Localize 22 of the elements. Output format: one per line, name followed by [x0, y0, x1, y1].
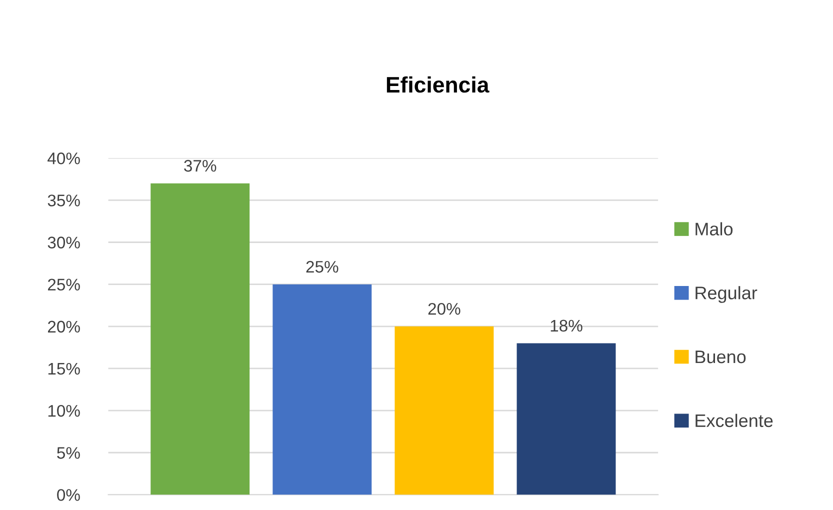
data-label: 37%	[184, 160, 216, 172]
y-tick-label: 10%	[48, 404, 80, 417]
legend-label: Regular	[696, 286, 758, 303]
chart-title: Eficiencia	[386, 76, 490, 93]
bar	[272, 284, 372, 495]
y-tick-label: 15%	[48, 362, 80, 375]
y-tick-label: 30%	[48, 236, 80, 248]
y-tick-label: 40%	[48, 152, 80, 164]
legend-label: Bueno	[696, 350, 746, 364]
y-tick-label: 35%	[48, 194, 80, 206]
y-tick-label: 20%	[48, 320, 80, 333]
bar	[516, 343, 616, 495]
legend-label: Excelente	[696, 414, 773, 428]
legend-label: Malo	[696, 222, 733, 236]
bar	[150, 183, 250, 495]
bar	[394, 326, 494, 495]
y-tick-label: 0%	[57, 489, 80, 501]
y-tick-label: 25%	[48, 278, 80, 291]
data-label: 20%	[428, 302, 460, 315]
data-label: 25%	[306, 260, 338, 273]
y-tick-label: 5%	[57, 447, 80, 459]
data-label: 18%	[550, 320, 582, 332]
